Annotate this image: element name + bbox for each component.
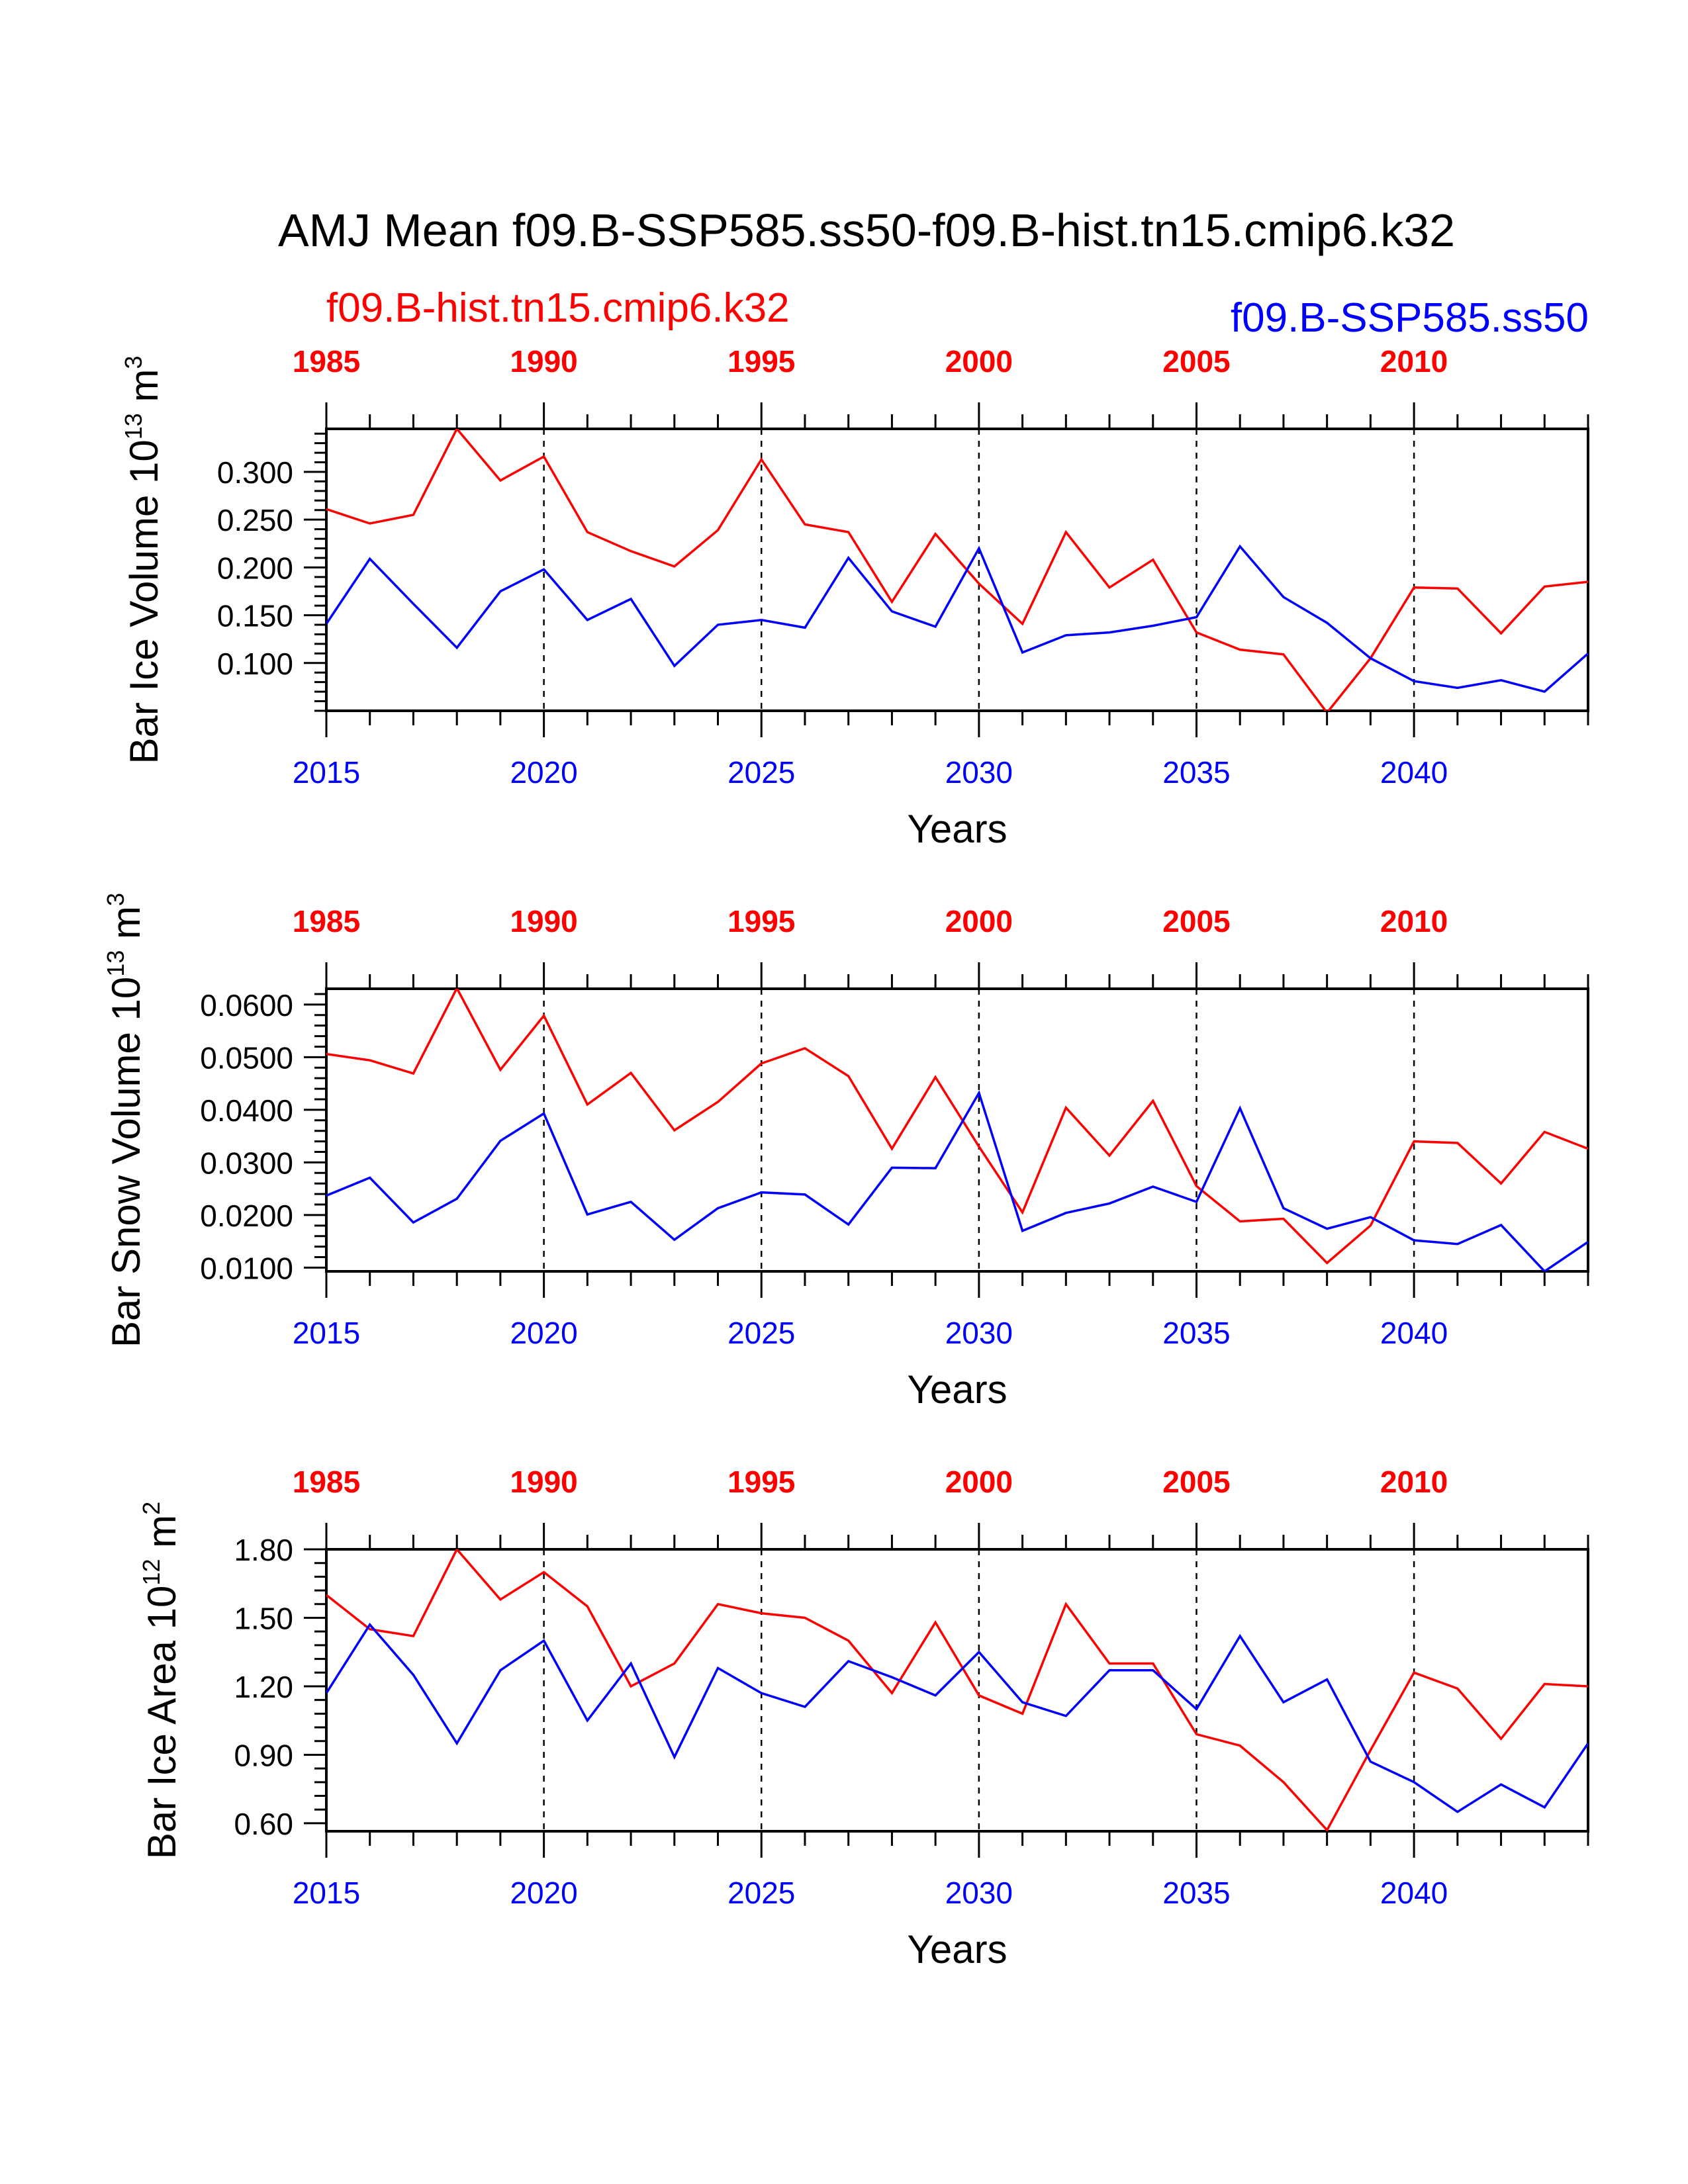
x-tick-label: 2030: [945, 1316, 1013, 1350]
top-x-tick-label: 1985: [293, 344, 360, 379]
y-axis-label-text: Bar Ice Area: [140, 1629, 184, 1859]
y-tick-label: 0.100: [217, 647, 293, 681]
series-line-blue: [326, 1622, 1588, 1813]
top-x-tick-label: 2005: [1162, 904, 1230, 938]
chart-panel-2: 0.0100 0.0200 0.0300 0.0400 0.0500 0.0600 2015…: [102, 893, 1589, 1412]
y-tick-label: 0.0300: [200, 1146, 293, 1180]
x-tick-label: 2015: [293, 1316, 360, 1350]
y-tick-label: 0.60: [234, 1807, 293, 1841]
x-axis-label: Years: [907, 807, 1007, 851]
top-x-tick-label: 2000: [945, 904, 1013, 938]
x-tick-label: 2020: [510, 1316, 577, 1350]
y-axis-label-text: Bar Ice Volume: [122, 484, 166, 764]
legend-blue-label: f09.B-SSP585.ss50: [1231, 295, 1589, 341]
x-tick-label: 2015: [293, 1876, 360, 1910]
x-tick-label: 2035: [1162, 1316, 1230, 1350]
panels: 0.100 0.150 0.200 0.250 0.300 2015 2020 2025 203…: [102, 344, 1589, 1972]
y-axis-label: Bar Snow Volume 1013 m3: [102, 893, 148, 1347]
y-axis-unit-tail-exp: 3: [120, 355, 147, 369]
top-x-tick-label: 1995: [727, 344, 795, 379]
x-tick-label: 2040: [1380, 755, 1448, 790]
chart-panel-3: 0.60 0.90 1.20 1.50 1.80 2015 2020 2025 2030 2035…: [138, 1465, 1589, 1972]
top-x-tick-label: 1985: [293, 1465, 360, 1499]
y-axis-unit-tail: m: [140, 1515, 184, 1559]
x-tick-label: 2040: [1380, 1316, 1448, 1350]
top-x-tick-label: 1995: [727, 904, 795, 938]
x-tick-label: 2040: [1380, 1876, 1448, 1910]
series-line-blue: [326, 544, 1588, 694]
top-x-tick-label: 2010: [1380, 1465, 1448, 1499]
legend-red-label: f09.B-hist.tn15.cmip6.k32: [326, 285, 790, 331]
y-axis-label: Bar Ice Area 1012 m2: [138, 1502, 184, 1859]
y-tick-label: 0.200: [217, 551, 293, 585]
series-line-red: [326, 1549, 1588, 1831]
y-axis-unit-tail: m: [122, 369, 166, 414]
top-x-tick-label: 1995: [727, 1465, 795, 1499]
y-axis-label: Bar Ice Volume 1013 m3: [120, 355, 166, 764]
x-tick-label: 2025: [727, 1316, 795, 1350]
x-tick-label: 2030: [945, 1876, 1013, 1910]
x-tick-label: 2020: [510, 755, 577, 790]
y-tick-label: 1.20: [234, 1670, 293, 1704]
y-tick-label: 0.0100: [200, 1251, 293, 1285]
top-x-tick-label: 2010: [1380, 344, 1448, 379]
top-x-tick-label: 2010: [1380, 904, 1448, 938]
y-tick-label: 0.300: [217, 455, 293, 490]
y-axis-unit-exp: 12: [138, 1559, 165, 1586]
y-axis-unit-base: 10: [104, 977, 148, 1021]
x-tick-label: 2025: [727, 755, 795, 790]
series-line-red: [326, 989, 1588, 1265]
x-tick-label: 2025: [727, 1876, 795, 1910]
y-tick-label: 0.0600: [200, 988, 293, 1023]
chart-panel-1: 0.100 0.150 0.200 0.250 0.300 2015 2020 2025 203…: [120, 344, 1589, 851]
y-axis-unit-tail-exp: 3: [102, 893, 129, 906]
y-tick-label: 0.250: [217, 503, 293, 537]
y-axis-unit-exp: 13: [102, 950, 129, 977]
top-x-tick-label: 1990: [510, 344, 577, 379]
plot-frame: [325, 428, 1589, 712]
top-x-tick-label: 2000: [945, 344, 1013, 379]
plot-frame: [325, 1548, 1589, 1833]
y-tick-label: 0.0400: [200, 1093, 293, 1128]
x-tick-label: 2035: [1162, 1876, 1230, 1910]
y-tick-label: 0.150: [217, 599, 293, 633]
top-x-tick-label: 1985: [293, 904, 360, 938]
top-x-tick-label: 1990: [510, 904, 577, 938]
y-axis-unit-exp: 13: [120, 413, 147, 439]
x-tick-label: 2015: [293, 755, 360, 790]
top-x-tick-label: 2000: [945, 1465, 1013, 1499]
y-tick-label: 0.0500: [200, 1040, 293, 1075]
plot-frame: [325, 987, 1589, 1273]
y-axis-unit-base: 10: [140, 1586, 184, 1630]
figure-title: AMJ Mean f09.B-SSP585.ss50-f09.B-hist.tn…: [278, 205, 1455, 256]
x-tick-label: 2030: [945, 755, 1013, 790]
y-axis-unit-base: 10: [122, 439, 166, 484]
y-tick-label: 0.90: [234, 1738, 293, 1772]
x-axis-label: Years: [907, 1927, 1007, 1972]
y-tick-label: 1.80: [234, 1533, 293, 1567]
top-x-tick-label: 2005: [1162, 344, 1230, 379]
top-x-tick-label: 1990: [510, 1465, 577, 1499]
x-tick-label: 2035: [1162, 755, 1230, 790]
series-line-blue: [326, 1090, 1588, 1271]
top-x-tick-label: 2005: [1162, 1465, 1230, 1499]
y-axis-label-text: Bar Snow Volume: [104, 1021, 148, 1347]
x-axis-label: Years: [907, 1367, 1007, 1412]
series-line-red: [326, 429, 1588, 711]
y-tick-label: 1.50: [234, 1601, 293, 1635]
y-axis-unit-tail: m: [104, 906, 148, 950]
x-tick-label: 2020: [510, 1876, 577, 1910]
y-axis-unit-tail-exp: 2: [138, 1502, 165, 1515]
y-tick-label: 0.0200: [200, 1199, 293, 1233]
